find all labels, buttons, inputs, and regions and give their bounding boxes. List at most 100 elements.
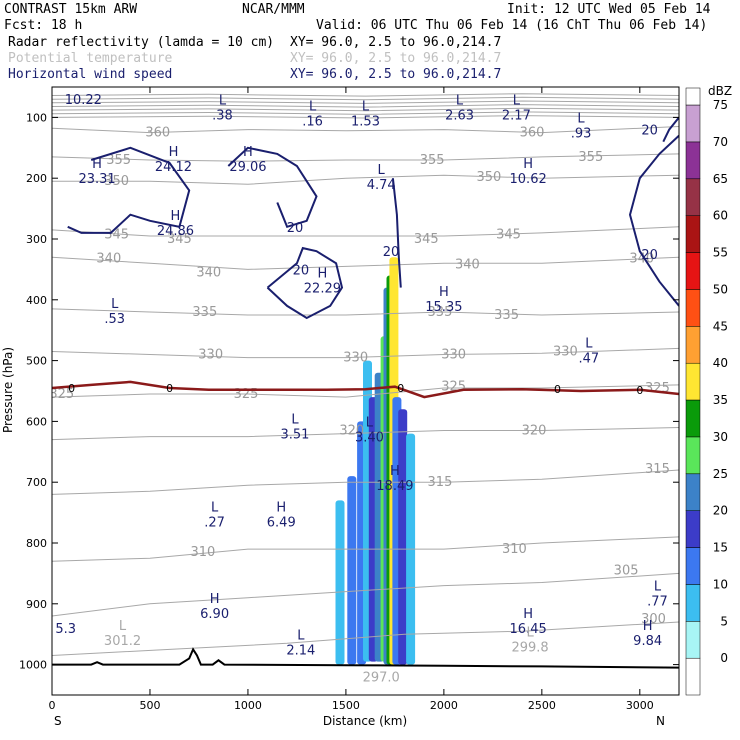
wind-extremum-value: 1.53 [351, 114, 380, 129]
wind-extremum-value: 18.49 [376, 479, 413, 494]
colorbar-label: 45 [713, 319, 728, 333]
field-reflectivity: Radar reflectivity (lamda = 10 cm) [8, 35, 274, 50]
colorbar-swatch [685, 399, 701, 438]
wind-extremum-high: H [523, 157, 533, 172]
x-axis-label: Distance (km) [323, 714, 407, 728]
y-tick-label: 500 [26, 355, 47, 368]
plot-frame [51, 86, 680, 696]
wind-extremum-high: H [169, 145, 179, 160]
wind-extremum-low: L [585, 336, 593, 351]
theta-contour-label: 325 [49, 387, 74, 402]
colorbar-label: 55 [713, 246, 728, 260]
theta-contour-label: 300 [641, 612, 666, 627]
theta-contour-label: 310 [190, 545, 215, 560]
theta-contour-label: 310 [502, 542, 527, 557]
wind-extremum-low: L [378, 163, 386, 178]
theta-contour-label: 345 [496, 228, 521, 243]
y-tick-label: 900 [26, 598, 47, 611]
wind-extremum-value: 22.29 [304, 282, 341, 297]
colorbar-swatch [685, 215, 701, 253]
colorbar-swatch [685, 141, 701, 180]
wind-extremum-value: 10.22 [65, 93, 102, 108]
wind-extremum-value: 2.63 [445, 108, 474, 123]
theta-contour-label: 335 [192, 305, 217, 320]
colorbar-label: 30 [713, 430, 728, 444]
theta-contour-label: 360 [145, 126, 170, 141]
wind-contour-4 [628, 134, 679, 307]
theta-contour-label: 335 [494, 308, 519, 323]
wind-contour-label: 20 [641, 248, 658, 263]
colorbar-top-cap [685, 87, 701, 106]
theta-contour-330 [52, 347, 679, 359]
colorbar-label: 35 [713, 393, 728, 407]
colorbar-swatch [685, 547, 701, 585]
freezing-layer: 0 0 0 0 0 [52, 380, 679, 399]
wind-extremum-low: L [362, 99, 370, 114]
colorbar-label: 65 [713, 172, 728, 186]
field-wind: Horizontal wind speed [8, 67, 172, 82]
theta-contour-label: 340 [455, 258, 480, 273]
theta-upper-line-3 [52, 104, 679, 108]
theta-contour-340 [52, 256, 679, 270]
wind-extremum-low: L [456, 93, 464, 108]
theta-contour-label: 330 [441, 348, 466, 363]
wind-extremum-value: 23.31 [78, 172, 115, 187]
y-tick-label: 600 [26, 415, 47, 428]
wind-extremum-low: L [309, 99, 317, 114]
theta-contour-label: 335 [428, 305, 453, 320]
wind-layer: 20 20 20 20 20 [67, 116, 679, 320]
wind-extremum-high: H [92, 157, 102, 172]
theta-extremum-value: 297.0 [363, 671, 400, 686]
theta-contour-label: 355 [420, 153, 445, 168]
theta-contour-label: 350 [477, 170, 502, 185]
header-valid: Valid: 06 UTC Thu 06 Feb 14 (16 ChT Thu … [316, 18, 707, 33]
wind-extremum-high: H [523, 607, 533, 622]
colorbar-swatch [685, 104, 701, 143]
colorbar-label: 70 [713, 135, 728, 149]
theta-contour-label: 345 [414, 232, 439, 247]
colorbar-label: 50 [713, 282, 728, 296]
wind-extremum-value: 10.62 [510, 172, 547, 187]
wind-extremum-value: .27 [204, 516, 225, 531]
theta-contour-label: 340 [96, 251, 121, 266]
colorbar-swatch [685, 584, 701, 622]
theta-extremum-low: L [119, 619, 127, 634]
colorbar-label: 20 [713, 504, 728, 518]
header-forecast: Fcst: 18 h [4, 18, 82, 33]
wind-extremum-value: 2.17 [502, 108, 531, 123]
wind-extremum-value: 15.35 [425, 300, 462, 315]
y-tick-label: 800 [26, 537, 47, 550]
wind-contour-label: 20 [641, 124, 658, 139]
wind-contour-0 [266, 246, 344, 320]
theta-contour-335 [52, 308, 679, 316]
theta-upper-line-6 [52, 115, 679, 119]
theta-contour-label: 315 [645, 462, 670, 477]
wind-extremum-low: L [513, 93, 521, 108]
reflectivity-column-0 [335, 500, 345, 665]
wind-extremum-value: .77 [647, 595, 668, 610]
x-tick-label: 0 [49, 699, 56, 712]
theta-contour-325 [52, 384, 679, 398]
freezing-level-label: 0 [397, 382, 404, 395]
colorbar-label: 15 [713, 541, 728, 555]
theta-contour-label: 330 [553, 344, 578, 359]
header-init: Init: 12 UTC Wed 05 Feb 14 [507, 2, 711, 17]
wind-extremum-high: H [171, 209, 181, 224]
theta-contour-label: 355 [578, 150, 603, 165]
wind-extremum-value: 16.45 [510, 622, 547, 637]
colorbar-swatch [685, 289, 701, 327]
colorbar-swatch [685, 252, 701, 290]
reflectivity-layer [335, 257, 416, 665]
theta-upper-line-4 [52, 107, 679, 112]
reflectivity-column-11 [398, 409, 408, 665]
freezing-level-label: 0 [554, 383, 561, 396]
wind-extremum-low: L [111, 297, 119, 312]
theta-extremum-value: 301.2 [104, 634, 141, 649]
theta-contour-320 [52, 427, 679, 441]
theta-contour-label: 345 [104, 228, 129, 243]
wind-extremum-low: L [577, 112, 585, 127]
colorbar-label: 0 [720, 651, 728, 665]
wind-extremum-high: H [210, 592, 220, 607]
wind-extremum-low: L [291, 412, 299, 427]
x-tick-label: 500 [139, 699, 160, 712]
